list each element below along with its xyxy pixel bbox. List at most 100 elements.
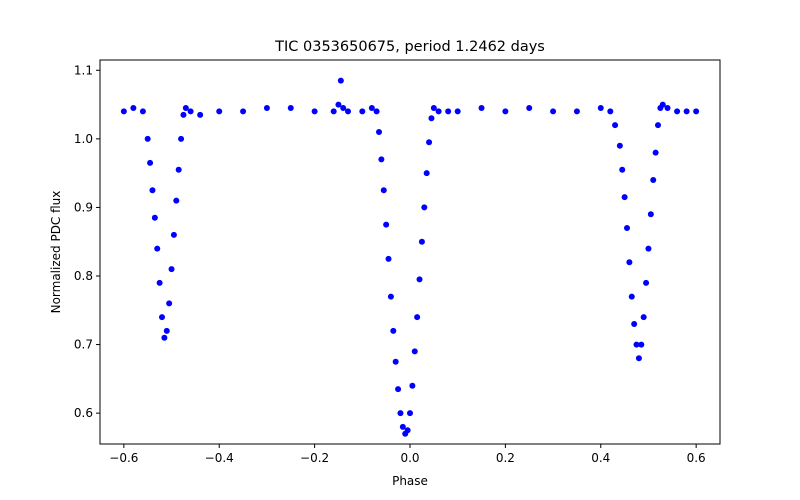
- data-point: [526, 105, 533, 111]
- data-point: [631, 321, 638, 327]
- data-point: [550, 108, 557, 115]
- data-point: [418, 238, 425, 245]
- data-point: [390, 327, 397, 334]
- data-point: [683, 108, 690, 115]
- chart-title: TIC 0353650675, period 1.2462 days: [274, 39, 545, 55]
- data-point: [428, 115, 435, 122]
- data-point: [407, 410, 413, 417]
- data-point: [612, 122, 619, 129]
- data-point: [421, 204, 428, 211]
- data-point: [385, 255, 392, 262]
- y-tick-label: 0.9: [74, 200, 93, 214]
- x-axis-label: Phase: [392, 474, 428, 488]
- data-point: [478, 105, 485, 111]
- data-point: [147, 159, 154, 166]
- data-point: [340, 105, 347, 111]
- data-point: [645, 245, 652, 252]
- y-tick-label: 1.0: [74, 132, 93, 146]
- data-point: [674, 108, 681, 115]
- y-tick-label: 0.8: [74, 269, 93, 283]
- y-tick-label: 0.7: [74, 338, 93, 352]
- data-point: [359, 108, 366, 115]
- data-point: [263, 105, 270, 111]
- data-point: [337, 77, 344, 84]
- data-point: [430, 105, 437, 111]
- data-point: [635, 355, 642, 362]
- data-point: [414, 314, 421, 321]
- x-tick-label: −0.2: [300, 451, 329, 465]
- y-tick-label: 1.1: [74, 63, 93, 77]
- scatter-points: [120, 77, 700, 437]
- data-point: [647, 211, 654, 218]
- data-point: [149, 187, 156, 194]
- data-point: [416, 276, 423, 283]
- data-point: [163, 327, 170, 334]
- data-point: [130, 105, 137, 111]
- data-point: [411, 348, 418, 355]
- data-point: [640, 314, 647, 321]
- data-point: [151, 214, 158, 221]
- data-point: [659, 101, 666, 108]
- data-point: [633, 341, 640, 348]
- data-point: [650, 177, 657, 183]
- data-point: [378, 156, 385, 163]
- y-axis-label: Normalized PDC flux: [49, 191, 63, 314]
- data-point: [454, 108, 461, 115]
- data-point: [287, 105, 294, 111]
- data-point: [383, 221, 390, 228]
- data-point: [655, 122, 661, 129]
- x-tick-label: 0.6: [687, 451, 706, 465]
- data-point: [345, 108, 351, 115]
- data-point: [161, 334, 168, 341]
- data-point: [168, 266, 175, 273]
- data-point: [426, 139, 433, 146]
- data-point: [373, 108, 380, 115]
- data-point: [166, 300, 173, 307]
- data-point: [120, 108, 127, 115]
- data-point: [621, 194, 628, 201]
- data-point: [175, 166, 182, 173]
- data-point: [240, 108, 247, 115]
- data-point: [404, 427, 411, 434]
- data-point: [607, 108, 614, 115]
- data-point: [197, 111, 204, 118]
- data-point: [154, 245, 161, 252]
- data-point: [144, 135, 151, 142]
- data-point: [652, 149, 659, 156]
- x-axis: −0.6 −0.4 −0.2 0.0 0.2 0.4 0.6: [109, 444, 706, 465]
- data-point: [170, 231, 177, 238]
- data-point: [392, 358, 399, 365]
- data-point: [619, 166, 626, 173]
- data-point: [187, 108, 194, 115]
- data-point: [573, 108, 580, 115]
- x-tick-label: 0.4: [591, 451, 610, 465]
- data-point: [435, 108, 442, 115]
- data-point: [664, 105, 671, 111]
- data-point: [624, 225, 630, 231]
- data-point: [423, 170, 430, 177]
- data-point: [445, 108, 452, 115]
- data-point: [409, 382, 416, 389]
- data-point: [597, 105, 604, 111]
- data-point: [330, 108, 337, 115]
- data-point: [178, 135, 185, 142]
- y-tick-label: 0.6: [74, 406, 93, 420]
- data-point: [397, 410, 404, 417]
- y-axis: 0.6 0.7 0.8 0.9 1.0 1.1: [74, 63, 100, 420]
- x-tick-label: 0.2: [496, 451, 515, 465]
- data-point: [216, 108, 223, 115]
- data-point: [387, 293, 394, 300]
- data-point: [376, 129, 382, 135]
- data-point: [139, 108, 146, 115]
- data-point: [311, 108, 318, 115]
- x-tick-label: 0.0: [400, 451, 419, 465]
- data-point: [395, 386, 402, 393]
- data-point: [335, 101, 342, 108]
- x-tick-label: −0.6: [109, 451, 138, 465]
- data-point: [693, 108, 700, 115]
- data-point: [173, 197, 180, 204]
- data-point: [159, 314, 165, 321]
- data-point: [638, 341, 645, 348]
